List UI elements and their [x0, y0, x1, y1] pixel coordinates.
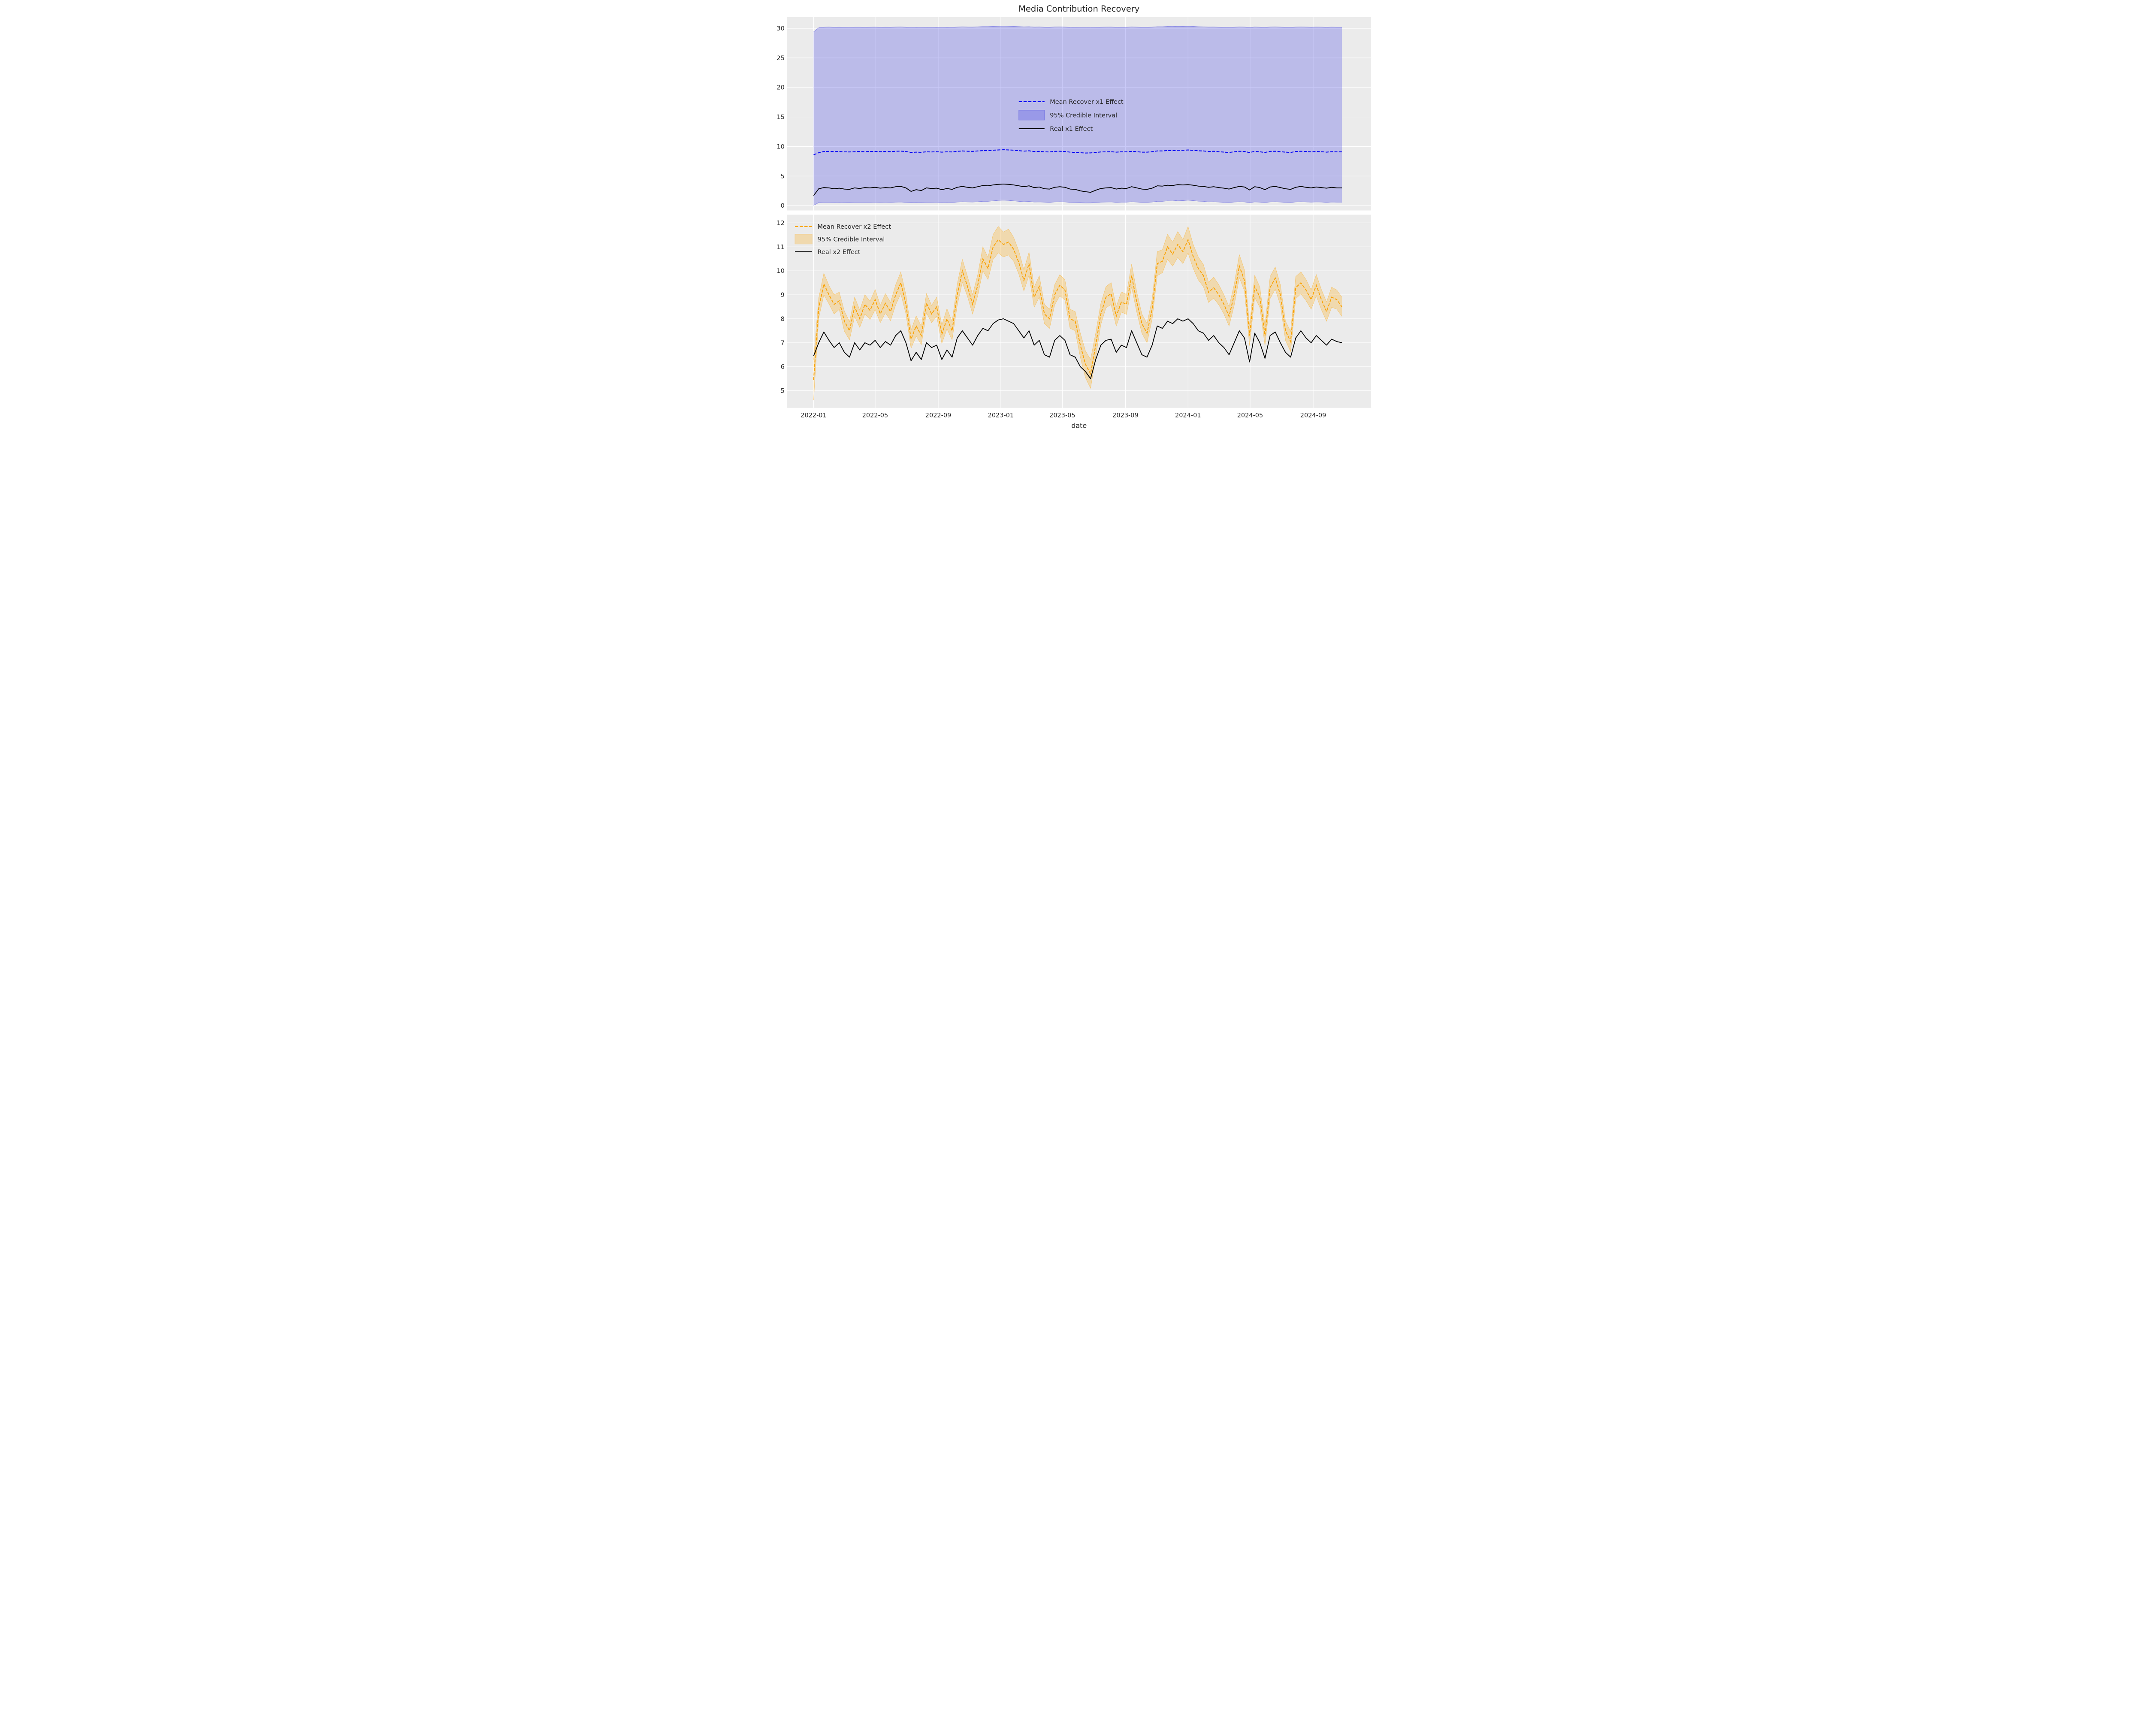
x-tick-label: 2022-01 [801, 412, 827, 419]
y-tick-label: 5 [780, 173, 784, 180]
ci-band-upper-edge [813, 226, 1342, 360]
ci-band-lower-edge [813, 252, 1342, 400]
y-tick-label: 5 [780, 388, 784, 395]
real-line [813, 184, 1342, 196]
legend-entry: 95% Credible Interval [795, 234, 885, 245]
legend-entry: Mean Recover x1 Effect [1018, 99, 1123, 106]
mean-line [813, 149, 1342, 155]
legend-entry: Mean Recover x2 Effect [795, 224, 891, 230]
figure-canvas: Media Contribution Recovery 0 5 10 15 20 25 30… [770, 0, 1375, 434]
x-tick-label: 2023-01 [988, 412, 1014, 419]
legend-label: Real x2 Effect [817, 249, 860, 256]
legend-label: Mean Recover x1 Effect [1050, 99, 1124, 106]
ci-band [813, 26, 1342, 206]
ci-band-lower-edge [813, 200, 1342, 206]
x-tick-label: 2024-09 [1300, 412, 1326, 419]
x-tick-label: 2023-09 [1112, 412, 1139, 419]
y-tick-label: 25 [776, 55, 784, 62]
x-tick-label: 2023-05 [1049, 412, 1076, 419]
legend-label: Mean Recover x2 Effect [817, 224, 891, 230]
ci-band-upper-edge [813, 26, 1342, 32]
legend-band-swatch [795, 234, 813, 245]
legend: Mean Recover x1 Effect 95% Credible Inter… [1018, 99, 1123, 133]
x-tick-label: 2024-05 [1237, 412, 1263, 419]
legend-entry: Real x1 Effect [1018, 126, 1093, 133]
y-tick-label: 6 [780, 364, 784, 371]
y-tick-label: 7 [780, 340, 784, 347]
y-tick-label: 11 [776, 244, 784, 251]
legend-label: Real x1 Effect [1050, 126, 1093, 133]
legend-band-swatch [1018, 110, 1045, 121]
y-tick-label: 10 [776, 268, 784, 275]
legend-label: 95% Credible Interval [817, 236, 885, 243]
mean-line [813, 238, 1342, 380]
figure-container: Media Contribution Recovery 0 5 10 15 20 25 30… [770, 0, 1375, 434]
y-tick-label: 30 [776, 25, 784, 32]
chart-title: Media Contribution Recovery [1018, 4, 1139, 14]
legend-label: 95% Credible Interval [1050, 112, 1117, 119]
legend-entry: 95% Credible Interval [1018, 110, 1117, 121]
x-tick-label: 2022-09 [925, 412, 951, 419]
y-tick-label: 15 [776, 114, 784, 121]
real-line [813, 318, 1342, 379]
y-tick-label: 9 [780, 292, 784, 299]
axes-top-subplot: 0 5 10 15 20 25 30 Mean Recover x1 Effect 95% Cr… [776, 17, 1371, 211]
x-tick-label: 2022-05 [862, 412, 888, 419]
x-axis-label: date [1071, 421, 1087, 429]
y-tick-label: 8 [780, 316, 784, 323]
axes-background [786, 17, 1371, 211]
y-tick-label: 20 [776, 85, 784, 91]
y-tick-label: 0 [780, 203, 784, 209]
legend-entry: Real x2 Effect [795, 249, 860, 256]
axes-bottom-subplot: 5 6 7 8 9 10 11 12 2022-01 2022-05 2022-09 2023-01 2… [776, 215, 1371, 429]
y-tick-label: 10 [776, 143, 784, 150]
legend: Mean Recover x2 Effect 95% Credible Inter… [795, 224, 891, 256]
y-tick-label: 12 [776, 220, 784, 227]
x-tick-label: 2024-01 [1175, 412, 1201, 419]
